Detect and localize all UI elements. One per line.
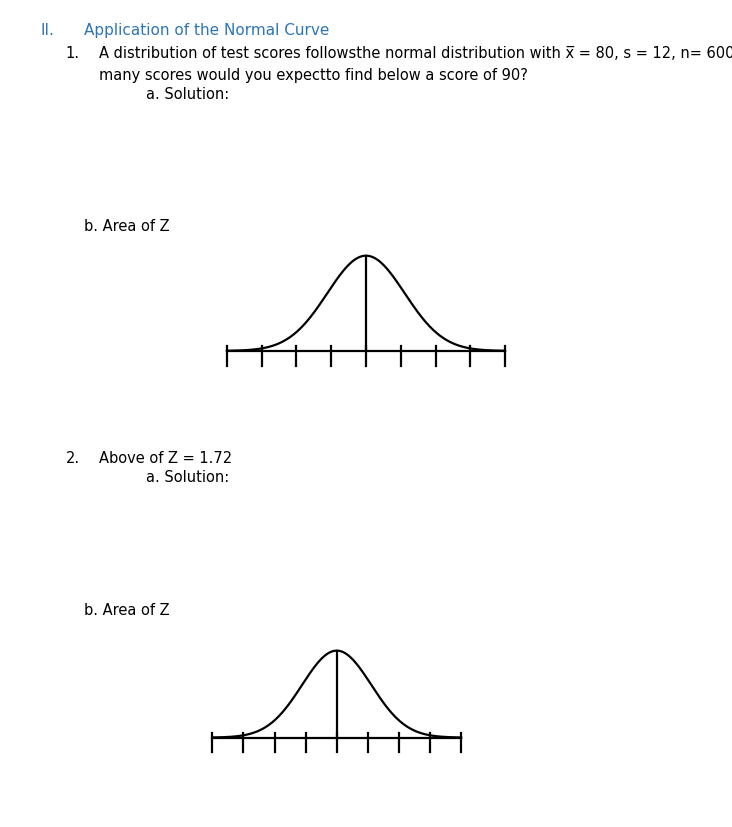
Text: Above of Z = 1.72: Above of Z = 1.72 <box>99 451 232 466</box>
Text: A distribution of test scores followsthe normal distribution with x̅ = 80, s = 1: A distribution of test scores followsthe… <box>99 46 732 61</box>
Text: 2.: 2. <box>66 451 80 466</box>
Text: many scores would you expectto find below a score of 90?: many scores would you expectto find belo… <box>99 68 528 83</box>
Text: II.: II. <box>40 23 54 38</box>
Text: 1.: 1. <box>66 46 80 61</box>
Text: Application of the Normal Curve: Application of the Normal Curve <box>84 23 329 38</box>
Text: a. Solution:: a. Solution: <box>146 470 230 485</box>
Text: a. Solution:: a. Solution: <box>146 87 230 102</box>
Text: b. Area of Z: b. Area of Z <box>84 602 170 617</box>
Text: b. Area of Z: b. Area of Z <box>84 219 170 234</box>
